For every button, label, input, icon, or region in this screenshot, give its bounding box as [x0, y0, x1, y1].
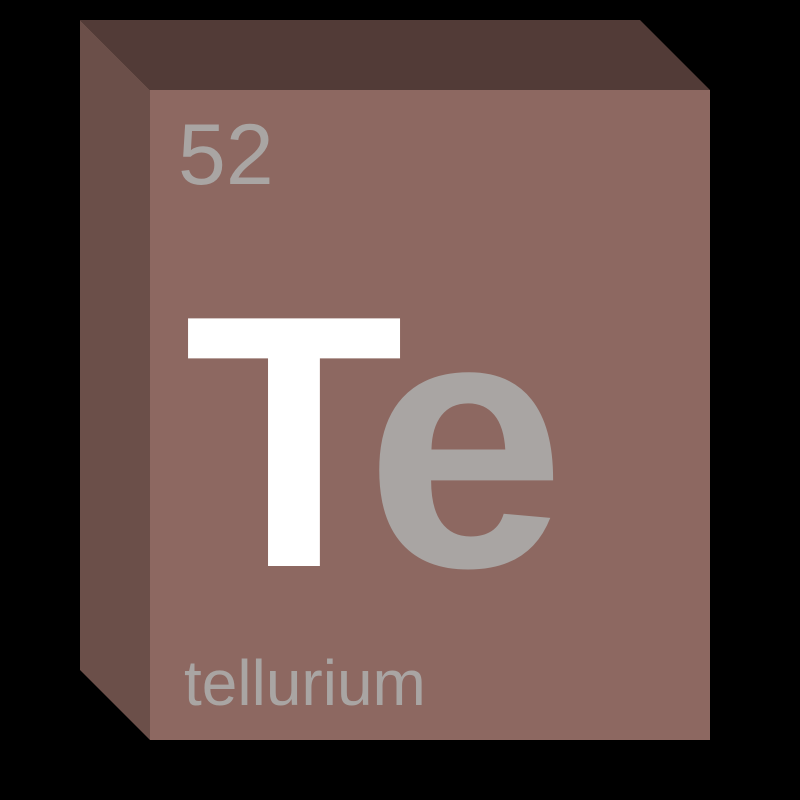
element-name: tellurium	[184, 646, 426, 720]
element-tile: 52 Te tellurium	[0, 0, 800, 800]
block-side-face	[80, 20, 150, 740]
element-symbol: Te	[184, 262, 553, 622]
atomic-number: 52	[178, 106, 274, 205]
element-symbol-second-letter: e	[365, 241, 553, 643]
block-top-face	[80, 20, 710, 90]
element-symbol-first-letter: T	[184, 241, 365, 643]
block-front-face: 52 Te tellurium	[150, 90, 710, 740]
